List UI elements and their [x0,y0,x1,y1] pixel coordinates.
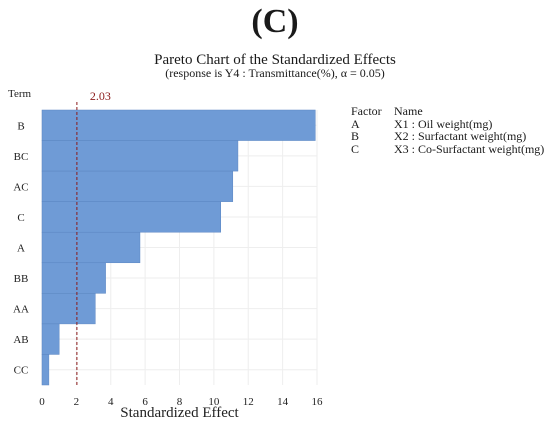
bars [41,109,316,386]
chart-title: Pareto Chart of the Standardized Effects [154,52,396,68]
x-tick-label: 12 [243,396,254,408]
y-tick-label: AA [13,304,29,316]
x-tick-label: 4 [108,396,114,408]
y-axis-title: Term [8,88,31,100]
legend-row: B X2 : Surfactant weight(mg) [351,130,544,143]
factor-legend: Factor Name A X1 : Oil weight(mg) B X2 :… [351,105,544,155]
y-tick-label: AB [13,334,28,346]
x-tick-label: 8 [177,396,183,408]
panel-label: (C) [251,3,299,40]
x-tick-label: 16 [312,396,324,408]
x-tick-label: 0 [39,396,45,408]
bar-aa [41,293,96,325]
legend-header-factor: Factor [351,104,382,118]
bar-bc [41,140,239,172]
chart-subtitle: (response is Y4 : Transmittance(%), α = … [165,66,385,80]
bar-ab [41,323,60,355]
y-tick-label: A [17,243,25,255]
bar-b [41,109,316,141]
x-tick-label: 14 [277,396,289,408]
bar-c [41,201,221,233]
legend-name: X2 : Surfactant weight(mg) [394,129,527,143]
y-tick-label: BB [14,273,29,285]
y-tick-labels: B BC AC C A BB AA AB CC [13,120,29,376]
legend-factor: C [351,141,360,156]
legend-factor: B [351,129,360,143]
bar-ac [41,170,234,202]
x-tick-label: 2 [74,396,80,408]
legend-factor: A [351,116,360,131]
bar-bb [41,262,106,294]
x-tick-label: 6 [142,396,148,408]
x-axis-title: Standardized Effect [120,405,239,421]
bar-cc [41,354,50,386]
reference-line-label: 2.03 [90,89,111,103]
x-tick-label: 10 [208,396,220,408]
legend-row: A X1 : Oil weight(mg) [351,116,544,131]
legend-row: C X3 : Co-Surfactant weight(mg) [351,141,545,156]
y-tick-label: CC [14,365,29,377]
x-tick-labels: 0 2 4 6 8 10 12 14 16 [39,396,323,408]
y-tick-label: AC [13,181,28,193]
y-tick-label: C [17,212,24,224]
bar-a [41,231,141,264]
legend-header-name: Name [394,104,423,118]
y-tick-label: BC [14,151,29,163]
legend-header-row: Factor Name [351,105,544,118]
y-tick-label: B [17,120,24,132]
legend-name: X3 : Co-Surfactant weight(mg) [394,141,545,156]
legend-name: X1 : Oil weight(mg) [394,116,493,131]
